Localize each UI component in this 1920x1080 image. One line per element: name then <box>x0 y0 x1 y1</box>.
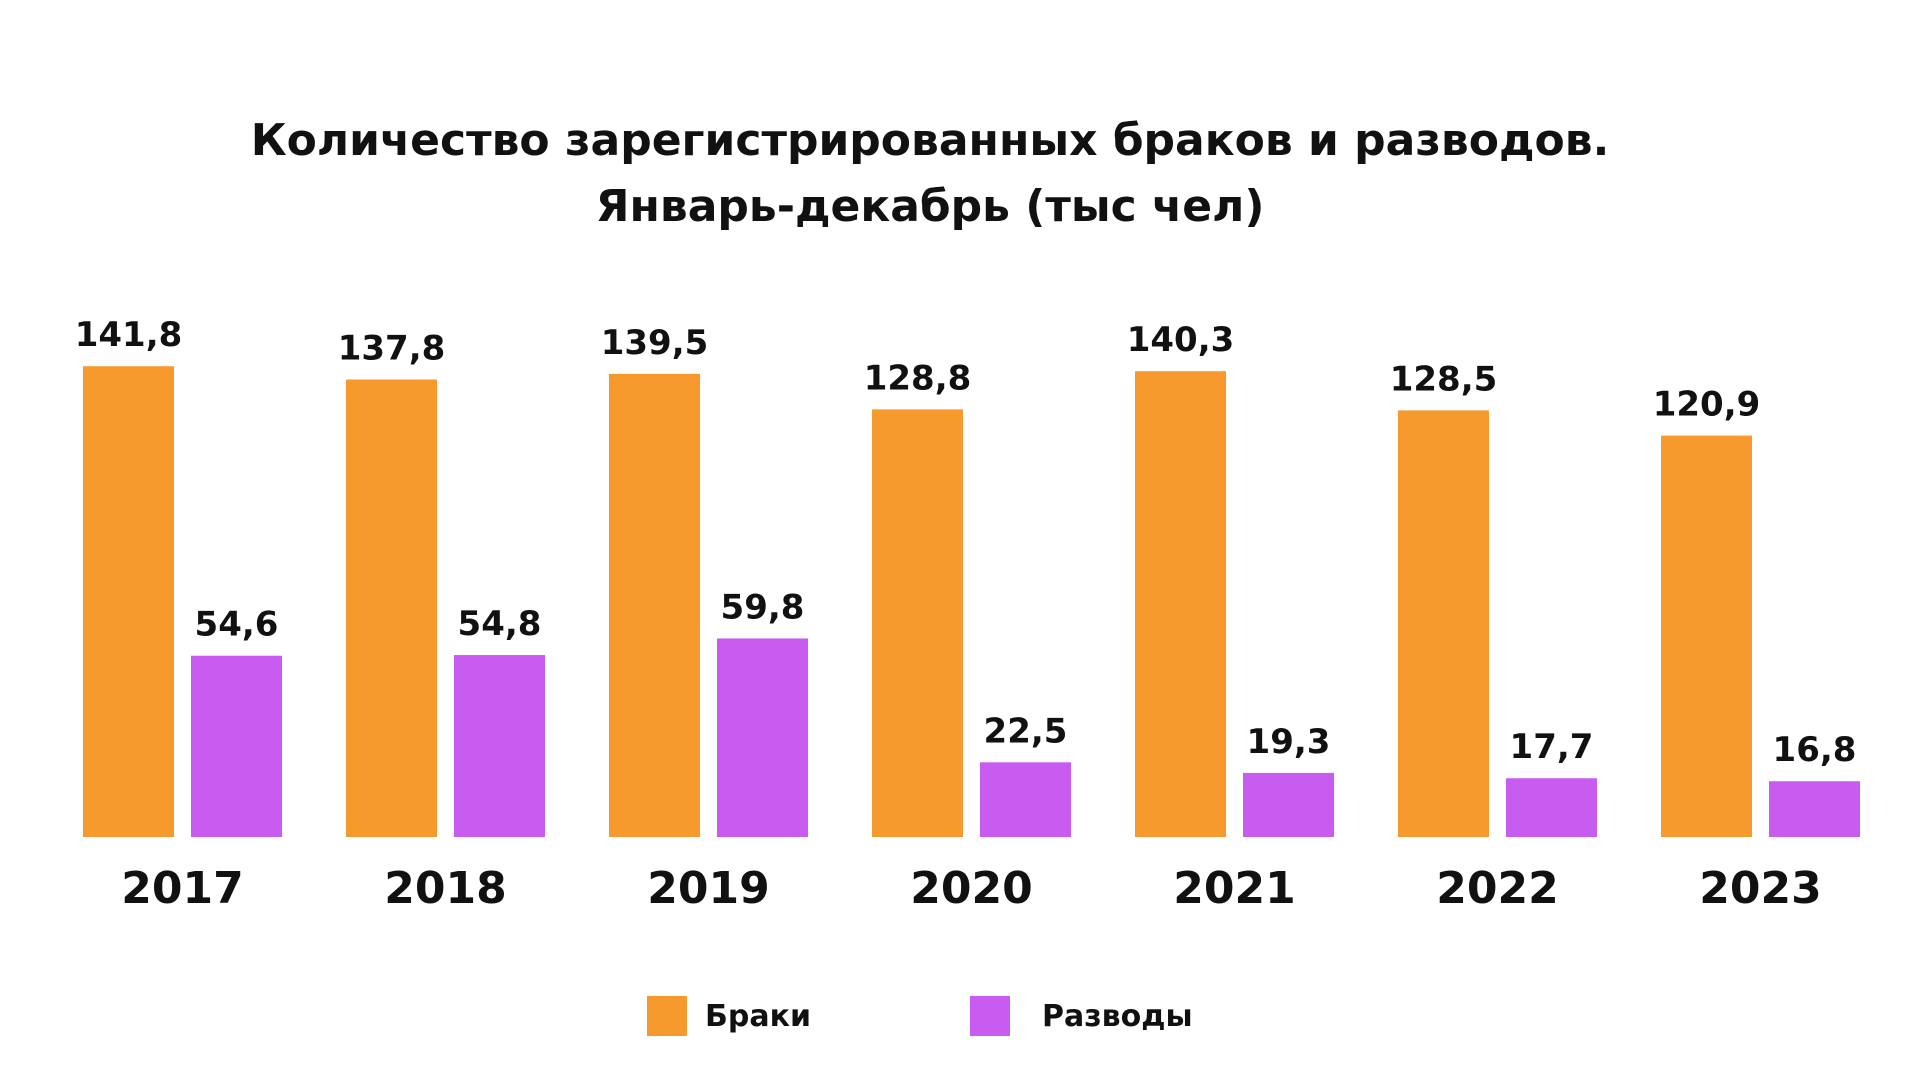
data-label-marriages-2022: 128,5 <box>1390 359 1498 399</box>
data-label-marriages-2017: 141,8 <box>75 315 183 355</box>
bar-divorces-2022 <box>1506 778 1597 837</box>
data-label-marriages-2023: 120,9 <box>1653 385 1761 425</box>
bar-divorces-2021 <box>1243 772 1334 837</box>
data-label-divorces-2017: 54,6 <box>195 605 279 645</box>
legend-item-marriages: Браки <box>647 996 811 1036</box>
chart-title: Количество зарегистрированных браков и р… <box>250 115 1610 166</box>
legend-item-divorces: Разводы <box>970 996 1193 1036</box>
bar-marriages-2022 <box>1398 410 1489 837</box>
bar-marriages-2020 <box>872 409 963 837</box>
legend-swatch-divorces <box>970 996 1010 1036</box>
bar-divorces-2017 <box>191 655 282 837</box>
data-label-marriages-2018: 137,8 <box>338 329 446 369</box>
legend-label-divorces: Разводы <box>1042 998 1193 1034</box>
x-tick-label-2017: 2017 <box>121 863 243 914</box>
bar-marriages-2018 <box>346 379 437 837</box>
bar-marriages-2021 <box>1135 371 1226 837</box>
bar-divorces-2023 <box>1769 781 1860 837</box>
legend-swatch-marriages <box>647 996 687 1036</box>
data-label-divorces-2022: 17,7 <box>1510 727 1594 767</box>
data-label-marriages-2020: 128,8 <box>864 358 972 398</box>
legend-label-marriages: Браки <box>705 998 811 1034</box>
x-tick-label-2019: 2019 <box>647 863 769 914</box>
bar-divorces-2019 <box>717 638 808 837</box>
data-label-divorces-2019: 59,8 <box>721 587 805 627</box>
chart-title-block: Количество зарегистрированных браков и р… <box>0 108 1860 240</box>
bar-divorces-2018 <box>454 655 545 837</box>
data-label-divorces-2020: 22,5 <box>984 711 1068 751</box>
data-label-marriages-2019: 139,5 <box>601 323 709 363</box>
bar-marriages-2017 <box>83 366 174 837</box>
data-label-marriages-2021: 140,3 <box>1127 320 1235 360</box>
x-tick-label-2023: 2023 <box>1699 863 1821 914</box>
x-tick-label-2018: 2018 <box>384 863 506 914</box>
bar-divorces-2020 <box>980 762 1071 837</box>
bar-chart: 141,8 54,6 2017 137,8 54,8 2018 139,5 59,8 2019 1… <box>75 315 1860 914</box>
x-tick-label-2021: 2021 <box>1173 863 1295 914</box>
bar-marriages-2019 <box>609 373 700 837</box>
x-tick-label-2020: 2020 <box>910 863 1032 914</box>
data-label-divorces-2023: 16,8 <box>1773 730 1857 770</box>
data-label-divorces-2021: 19,3 <box>1247 722 1331 762</box>
data-label-divorces-2018: 54,8 <box>458 604 542 644</box>
x-tick-label-2022: 2022 <box>1436 863 1558 914</box>
bar-marriages-2023 <box>1661 435 1752 837</box>
chart-legend: Браки Разводы <box>0 996 1920 1036</box>
chart-subtitle: Январь-декабрь (тыс чел) <box>595 181 1265 232</box>
